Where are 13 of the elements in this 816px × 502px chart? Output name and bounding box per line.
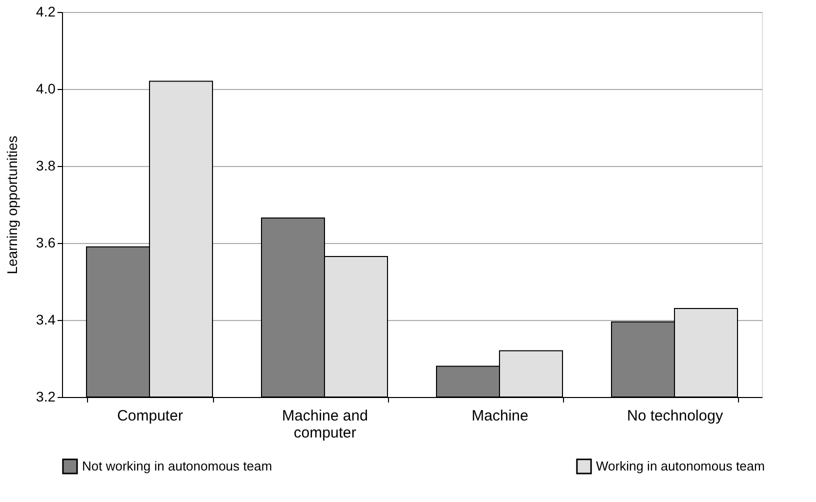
y-tick-label: 4.2 xyxy=(36,4,56,20)
legend-label: Not working in autonomous team xyxy=(82,458,272,474)
y-tick-label: 3.6 xyxy=(36,234,56,250)
y-tick-label: 3.8 xyxy=(36,158,56,174)
x-tick-label: No technology xyxy=(627,408,724,424)
x-tick-label: Machine and computer xyxy=(282,408,368,442)
legend-label: Working in autonomous team xyxy=(596,458,765,474)
x-tick-label: Machine xyxy=(472,408,528,424)
y-tick-label: 4.0 xyxy=(36,80,56,96)
x-tick-label: Computer xyxy=(117,408,183,424)
y-axis-title: Learning opportunities xyxy=(4,136,20,274)
y-tick-label: 3.4 xyxy=(36,312,56,328)
y-tick-label: 3.2 xyxy=(36,388,56,404)
